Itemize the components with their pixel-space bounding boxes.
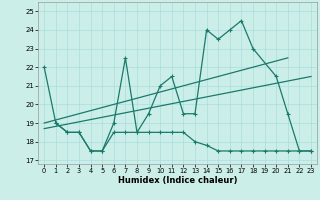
X-axis label: Humidex (Indice chaleur): Humidex (Indice chaleur) — [118, 176, 237, 185]
